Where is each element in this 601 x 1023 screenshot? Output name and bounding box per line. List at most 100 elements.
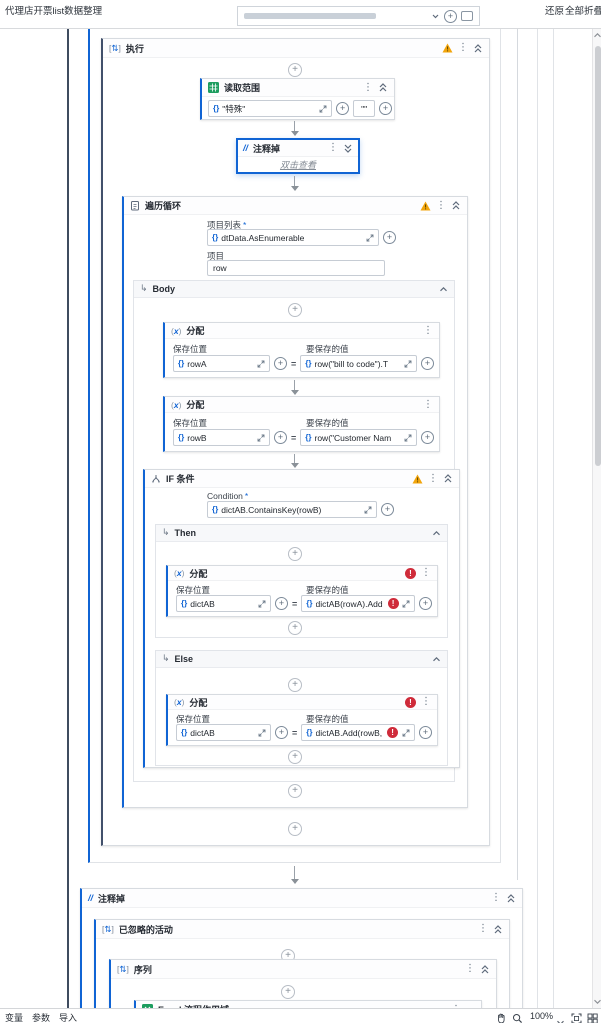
- plus-options-icon[interactable]: +: [419, 597, 432, 610]
- kebab-menu-icon[interactable]: ⋮: [328, 142, 338, 153]
- collapse-icon[interactable]: [506, 893, 516, 903]
- import-tab[interactable]: 导入: [59, 1013, 78, 1023]
- restore-button[interactable]: 还原: [545, 6, 565, 17]
- items-list-label: 项目列表 *: [207, 220, 247, 230]
- kebab-menu-icon[interactable]: ⋮: [423, 324, 433, 336]
- warning-icon[interactable]: [442, 43, 453, 53]
- collapse-icon[interactable]: [473, 43, 483, 53]
- variables-tab[interactable]: 变量: [5, 1013, 24, 1023]
- assign-activity-2[interactable]: (x) 分配 ⋮ 保存位置 要保存的值 {} rowB + = {} row("Cu…: [163, 396, 440, 452]
- error-icon[interactable]: !: [387, 727, 399, 738]
- zoom-dropdown-caret-icon[interactable]: [556, 1013, 565, 1023]
- kebab-menu-icon[interactable]: ⋮: [363, 81, 373, 93]
- items-list-input[interactable]: {} dtData.AsEnumerable: [207, 229, 379, 246]
- error-icon[interactable]: !: [405, 567, 416, 579]
- collapse-icon[interactable]: [480, 964, 490, 974]
- warning-icon[interactable]: [412, 474, 423, 484]
- plus-options-icon[interactable]: +: [379, 102, 392, 115]
- kebab-menu-icon[interactable]: ⋮: [428, 472, 438, 484]
- arguments-tab[interactable]: 参数: [32, 1013, 51, 1023]
- plus-options-icon[interactable]: +: [336, 102, 350, 115]
- add-activity-button[interactable]: +: [288, 822, 302, 836]
- expand-editor-icon[interactable]: [257, 434, 265, 442]
- plus-options-icon[interactable]: +: [381, 503, 394, 516]
- collapse-all-button[interactable]: 全部折叠: [565, 6, 601, 17]
- plus-options-icon[interactable]: +: [274, 357, 287, 370]
- collapse-icon[interactable]: [432, 530, 441, 536]
- plus-options-icon[interactable]: +: [419, 726, 432, 739]
- expand-editor-icon[interactable]: [258, 600, 266, 608]
- expand-editor-icon[interactable]: [366, 234, 374, 242]
- add-activity-button[interactable]: +: [281, 985, 295, 999]
- kebab-menu-icon[interactable]: ⋮: [423, 398, 433, 410]
- sheet-input[interactable]: "": [353, 100, 375, 117]
- collapse-icon[interactable]: [432, 656, 441, 662]
- expand-icon[interactable]: [343, 144, 353, 153]
- zoom-magnifier-icon[interactable]: [512, 1011, 523, 1023]
- collapse-icon[interactable]: [443, 474, 453, 483]
- pan-hand-icon[interactable]: [496, 1011, 507, 1023]
- expand-editor-icon[interactable]: [257, 360, 265, 368]
- frame-icon[interactable]: [461, 11, 473, 21]
- kebab-menu-icon[interactable]: ⋮: [491, 892, 501, 903]
- overview-grid-icon[interactable]: [587, 1011, 598, 1023]
- collapse-icon[interactable]: [378, 83, 388, 92]
- add-activity-button[interactable]: +: [288, 784, 302, 798]
- add-activity-button[interactable]: +: [288, 678, 302, 692]
- double-click-hint[interactable]: 双击查看: [279, 160, 316, 170]
- assign-value-input[interactable]: {} dictAB(rowA).Add !: [301, 595, 415, 612]
- assign-activity-3[interactable]: (x) 分配 ! ⋮ 保存位置 要保存的值 {} dictAB + = {} dic…: [166, 565, 438, 617]
- assign-to-input[interactable]: {} rowB: [173, 429, 270, 446]
- collapse-icon[interactable]: [493, 924, 503, 934]
- kebab-menu-icon[interactable]: ⋮: [458, 42, 468, 53]
- cutoff-activity-header[interactable]: +: [237, 6, 480, 26]
- expand-editor-icon[interactable]: [258, 729, 266, 737]
- add-activity-button[interactable]: +: [288, 63, 302, 77]
- plus-options-icon[interactable]: +: [421, 357, 434, 370]
- plus-options-icon[interactable]: +: [421, 431, 434, 444]
- collapse-icon[interactable]: [439, 286, 448, 292]
- kebab-menu-icon[interactable]: ⋮: [465, 963, 475, 974]
- expand-editor-icon[interactable]: [404, 434, 412, 442]
- add-activity-button[interactable]: +: [288, 621, 302, 635]
- error-icon[interactable]: !: [405, 696, 416, 708]
- condition-input[interactable]: {} dictAB.ContainsKey(rowB): [207, 501, 377, 518]
- warning-icon[interactable]: [420, 201, 431, 211]
- range-input[interactable]: {} "特殊": [208, 100, 333, 117]
- plus-options-icon[interactable]: +: [275, 597, 288, 610]
- fit-to-screen-icon[interactable]: [571, 1011, 582, 1023]
- scrollbar-thumb[interactable]: [594, 46, 601, 466]
- chevron-down-icon[interactable]: [431, 12, 440, 20]
- expand-editor-icon[interactable]: [402, 600, 410, 608]
- add-activity-button[interactable]: +: [288, 750, 302, 764]
- item-input[interactable]: row: [207, 260, 385, 276]
- assign-value-input[interactable]: {} dictAB.Add(rowB, !: [301, 724, 415, 741]
- collapse-icon[interactable]: [451, 201, 461, 210]
- comment-out-activity-selected[interactable]: // 注释掉 ⋮ 双击查看: [236, 138, 360, 174]
- assign-value-input[interactable]: {} row("Customer Nam: [300, 429, 417, 446]
- assign-to-input[interactable]: {} rowA: [173, 355, 270, 372]
- kebab-menu-icon[interactable]: ⋮: [478, 923, 488, 934]
- add-activity-button[interactable]: +: [288, 547, 302, 561]
- expand-editor-icon[interactable]: [319, 105, 327, 113]
- plus-options-icon[interactable]: +: [274, 431, 287, 444]
- assign-activity-4[interactable]: (x) 分配 ! ⋮ 保存位置 要保存的值 {} dictAB + = {} dic…: [166, 694, 438, 746]
- add-activity-button[interactable]: +: [288, 303, 302, 317]
- read-range-activity[interactable]: 读取范围 ⋮ {} "特殊" + "" +: [200, 78, 395, 120]
- plus-options-icon[interactable]: +: [383, 231, 396, 244]
- equals-sign: =: [291, 358, 297, 369]
- error-icon[interactable]: !: [387, 598, 399, 609]
- kebab-menu-icon[interactable]: ⋮: [421, 567, 431, 578]
- vertical-scrollbar[interactable]: [592, 29, 601, 1008]
- kebab-menu-icon[interactable]: ⋮: [436, 199, 446, 211]
- expand-editor-icon[interactable]: [404, 360, 412, 368]
- expand-editor-icon[interactable]: [364, 506, 372, 514]
- assign-value-input[interactable]: {} row("bill to code").T: [300, 355, 417, 372]
- circled-plus-icon[interactable]: +: [444, 9, 457, 23]
- assign-to-input[interactable]: {} dictAB: [176, 724, 271, 741]
- assign-to-input[interactable]: {} dictAB: [176, 595, 271, 612]
- kebab-menu-icon[interactable]: ⋮: [421, 696, 431, 707]
- assign-activity-1[interactable]: (x) 分配 ⋮ 保存位置 要保存的值 {} rowA + = {} row("bi…: [163, 322, 440, 378]
- plus-options-icon[interactable]: +: [275, 726, 288, 739]
- expand-editor-icon[interactable]: [402, 729, 410, 737]
